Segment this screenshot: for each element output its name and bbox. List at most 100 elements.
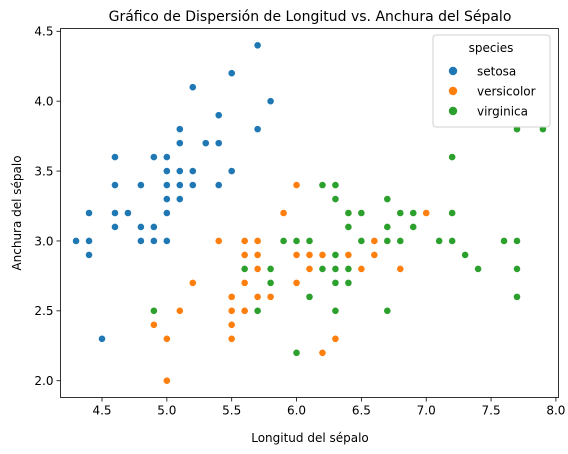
scatter-point-setosa [214,139,223,148]
scatter-point-setosa [111,223,119,231]
scatter-point-setosa [162,237,171,245]
legend-entries: setosa versicolor virginica [448,65,536,119]
scatter-point-virginica [331,251,340,259]
scatter-point-virginica [331,278,340,287]
scatter-point-versicolor [292,251,301,259]
scatter-point-virginica [435,237,444,245]
y-tick-label: 2.5 [34,304,53,318]
scatter-point-virginica [149,306,158,315]
scatter-point-versicolor [253,292,262,301]
legend-marker-setosa [448,66,458,76]
scatter-point-versicolor [370,251,379,259]
scatter-point-virginica [513,265,521,273]
scatter-point-setosa [175,195,184,203]
scatter-point-versicolor [188,278,197,287]
scatter-point-versicolor [162,334,171,343]
scatter-point-setosa [214,111,223,120]
scatter-point-virginica [331,306,340,315]
legend-label-setosa: setosa [477,65,516,79]
scatter-point-versicolor [305,265,314,273]
scatter-point-setosa [227,167,236,175]
scatter-point-setosa [162,209,171,217]
x-tick-label: 4.5 [92,404,111,418]
scatter-point-setosa [253,41,262,50]
scatter-point-versicolor [292,181,301,189]
scatter-point-virginica [409,209,418,217]
chart-title: Gráfico de Dispersión de Longitud vs. An… [109,9,512,25]
scatter-point-setosa [137,181,145,189]
scatter-point-virginica [331,265,340,273]
scatter-point-virginica [266,278,275,287]
scatter-point-virginica [448,237,457,245]
x-tick-label: 6.0 [287,404,306,418]
scatter-point-virginica [513,237,521,245]
scatter-point-virginica [513,292,521,301]
scatter-point-versicolor [318,251,327,259]
scatter-point-versicolor [331,334,340,343]
scatter-point-virginica [461,251,470,259]
scatter-point-setosa [175,139,184,148]
scatter-point-virginica [448,209,457,217]
scatter-point-virginica [396,209,405,217]
scatter-point-versicolor [318,348,327,357]
scatter-point-virginica [448,153,457,161]
scatter-point-virginica [409,223,418,231]
scatter-point-virginica [396,237,405,245]
scatter-point-setosa [188,181,197,189]
scatter-point-setosa [111,153,119,161]
scatter-point-versicolor [175,306,184,315]
scatter-point-setosa [175,167,184,175]
y-tick-label: 4.5 [34,25,53,39]
scatter-point-setosa [253,125,262,134]
scatter-point-versicolor [253,251,262,259]
scatter-point-virginica [500,237,508,245]
scatter-point-versicolor [422,209,431,217]
scatter-point-setosa [137,223,145,231]
scatter-point-versicolor [357,265,366,273]
scatter-point-versicolor [253,265,262,273]
scatter-point-virginica [331,195,340,203]
scatter-point-setosa [149,153,158,161]
scatter-point-setosa [227,69,236,78]
plot-frame [60,28,559,398]
x-tick-label: 6.5 [352,404,371,418]
scatter-point-setosa [162,167,171,175]
scatter-point-virginica [344,209,353,217]
scatter-point-virginica [383,223,392,231]
plot-points [72,41,547,385]
scatter-point-virginica [266,265,275,273]
scatter-point-setosa [124,209,132,217]
y-tick-label: 3.5 [34,164,53,178]
legend-marker-versicolor [448,86,458,96]
scatter-point-setosa [201,139,210,148]
scatter-point-setosa [72,237,80,245]
scatter-point-virginica [279,237,288,245]
legend-label-virginica: virginica [477,105,528,119]
scatter-point-virginica [318,181,327,189]
scatter-point-versicolor [240,251,249,259]
scatter-point-setosa [85,251,93,259]
scatter-point-setosa [175,125,184,134]
scatter-point-virginica [292,348,301,357]
scatter-point-versicolor [214,237,223,245]
legend-marker-virginica [448,106,458,116]
scatter-point-virginica [305,292,314,301]
scatter-point-virginica [253,306,262,315]
scatter-point-virginica [344,223,353,231]
scatter-point-virginica [357,237,366,245]
scatter-point-setosa [188,83,197,92]
scatter-point-versicolor [240,278,249,287]
scatter-point-virginica [357,209,366,217]
scatter-point-virginica [305,237,314,245]
scatter-point-setosa [149,237,158,245]
scatter-point-virginica [383,195,392,203]
scatter-point-virginica [344,278,353,287]
x-axis-ticks: 4.5 5.0 5.5 6.0 6.5 7.0 7.5 8.0 [92,397,565,418]
scatter-point-setosa [188,167,197,175]
legend-box [432,34,551,128]
scatter-point-versicolor [305,251,314,259]
scatter-point-virginica [383,237,392,245]
scatter-point-versicolor [292,278,301,287]
scatter-point-setosa [111,181,119,189]
